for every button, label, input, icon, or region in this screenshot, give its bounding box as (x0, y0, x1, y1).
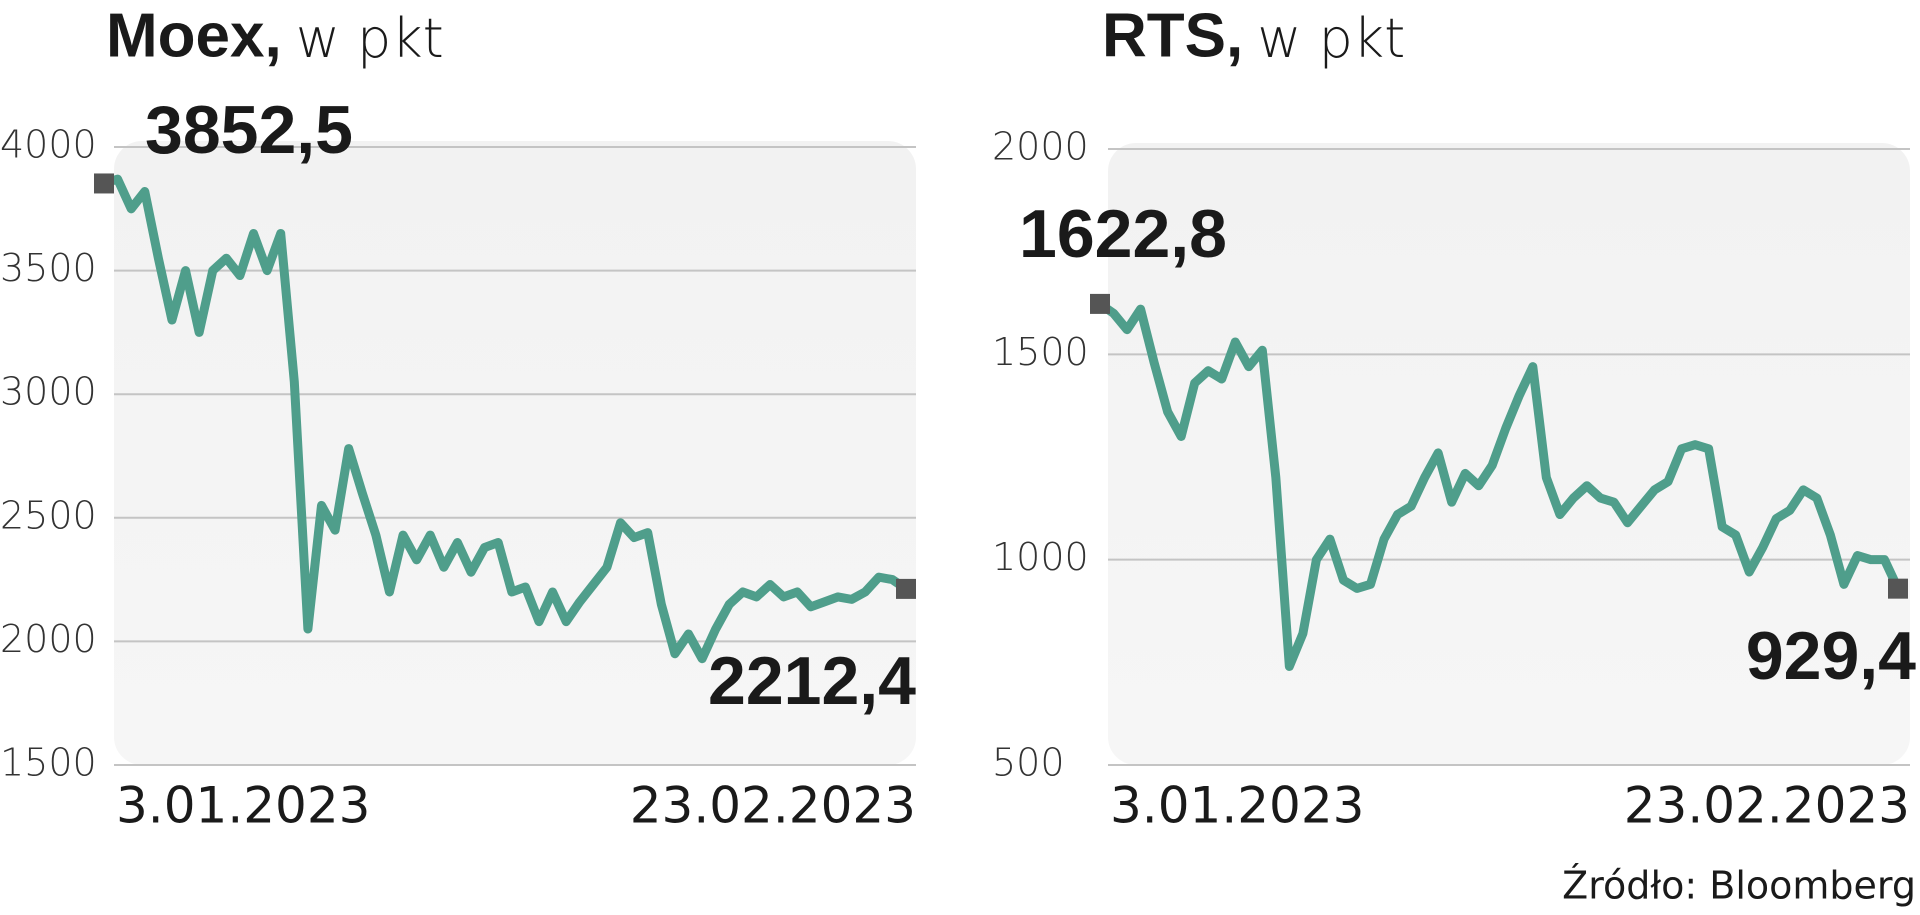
x-tick-label: 3.01.2023 (1110, 777, 1364, 835)
chart-title: Moex, (106, 1, 282, 70)
value-label: 3852,5 (145, 92, 353, 168)
y-tick-label: 500 (992, 741, 1065, 785)
y-tick-label: 1000 (992, 535, 1089, 579)
unit-label: w pkt (296, 7, 444, 70)
line (99, 174, 911, 664)
y-tick-label: 2000 (0, 617, 97, 661)
unit-label: w pkt (1257, 7, 1405, 70)
x-tick-label: 23.02.2023 (1624, 777, 1910, 835)
y-tick-label: 4000 (0, 123, 97, 167)
end-marker (1090, 293, 1110, 314)
value-label: 929,4 (1746, 618, 1916, 694)
y-tick-label: 3500 (0, 246, 97, 290)
x-tick-label: 23.02.2023 (630, 777, 916, 835)
y-tick-label: 1500 (992, 330, 1089, 374)
value-label: 1622,8 (1019, 196, 1227, 272)
end-marker (1888, 578, 1908, 599)
line (1095, 299, 1903, 671)
source: Źródło: Bloomberg (1562, 864, 1916, 908)
y-tick-label: 1500 (0, 741, 97, 785)
end-marker (896, 578, 916, 599)
end-marker (94, 173, 114, 194)
x-tick-label: 3.01.2023 (116, 777, 370, 835)
chart-title: RTS, (1102, 1, 1243, 70)
y-tick-label: 3000 (0, 370, 97, 414)
value-label: 2212,4 (708, 643, 916, 719)
y-tick-label: 2500 (0, 493, 97, 537)
y-tick-label: 2000 (992, 125, 1089, 169)
